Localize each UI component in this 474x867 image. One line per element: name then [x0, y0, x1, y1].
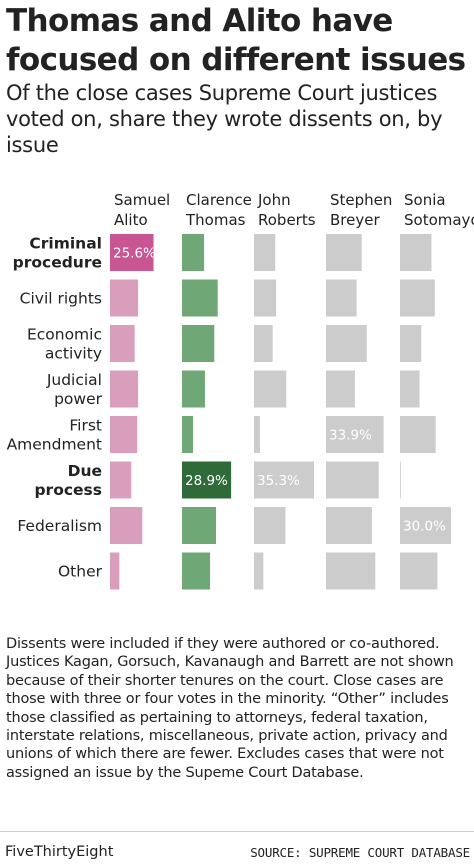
justice-name-label: Breyer — [330, 211, 380, 229]
brand-logo-text: FiveThirtyEight — [5, 844, 114, 860]
issue-label: Federalism — [17, 517, 102, 535]
justice-name-label: John — [257, 191, 291, 209]
issue-label: Judicial — [46, 371, 102, 389]
bar-sonia-sotomayor — [400, 461, 401, 499]
issue-label: Other — [58, 563, 103, 581]
bar-john-roberts — [254, 234, 276, 271]
issue-label: Civil rights — [20, 290, 102, 308]
bar-stephen-breyer — [326, 234, 362, 271]
bar-stephen-breyer — [326, 325, 367, 362]
bar-sonia-sotomayor — [400, 552, 438, 590]
bar-clarence-thomas — [182, 370, 205, 408]
issue-label: activity — [45, 345, 102, 363]
issue-label: Amendment — [7, 436, 102, 454]
issue-label: Criminal — [29, 235, 102, 253]
bar-clarence-thomas — [182, 325, 215, 362]
bar-samuel-alito — [110, 552, 120, 590]
bar-clarence-thomas — [182, 416, 194, 453]
bar-samuel-alito — [110, 370, 139, 408]
bar-clarence-thomas — [182, 279, 218, 317]
bar-sonia-sotomayor — [400, 234, 432, 271]
justice-name-label: Thomas — [185, 211, 246, 229]
bar-samuel-alito — [110, 279, 139, 317]
bar-john-roberts — [254, 416, 260, 453]
bar-stephen-breyer — [326, 507, 372, 544]
bar-samuel-alito — [110, 507, 143, 544]
chart-subtitle: Of the close cases Supreme Court justice… — [6, 81, 443, 157]
issue-label: process — [34, 481, 102, 499]
bar-john-roberts — [254, 507, 286, 544]
bar-value-label: 33.9% — [329, 428, 372, 444]
bar-clarence-thomas — [182, 507, 216, 544]
bar-sonia-sotomayor — [400, 370, 420, 408]
bar-stephen-breyer — [326, 416, 384, 453]
justice-name-label: Roberts — [258, 211, 316, 229]
bar-stephen-breyer — [326, 279, 357, 317]
bar-stephen-breyer — [326, 461, 379, 499]
issue-label: power — [54, 390, 103, 408]
justice-name-label: Stephen — [330, 191, 392, 209]
chart-footnote: Dissents were included if they were auth… — [6, 636, 454, 781]
issue-label: First — [69, 417, 102, 435]
bar-john-roberts — [254, 279, 277, 317]
chart-title: Thomas and Alito have focused on differe… — [6, 3, 466, 78]
bar-samuel-alito — [110, 325, 135, 362]
bar-clarence-thomas — [182, 461, 232, 499]
bar-john-roberts — [254, 461, 315, 499]
bar-value-label: 25.6% — [113, 246, 156, 262]
bar-sonia-sotomayor — [400, 279, 435, 317]
bar-samuel-alito — [110, 234, 154, 271]
bar-john-roberts — [254, 370, 287, 408]
justice-name-label: Samuel — [114, 191, 170, 209]
justice-name-label: Alito — [114, 211, 148, 229]
bar-sonia-sotomayor — [400, 416, 436, 453]
justice-name-label: Sonia — [404, 191, 446, 209]
bar-clarence-thomas — [182, 234, 205, 271]
bar-value-label: 35.3% — [257, 473, 300, 489]
source-note: SOURCE: SUPREME COURT DATABASE — [250, 845, 470, 860]
footer-divider — [0, 831, 474, 832]
small-multiples-bar-chart: Samuel Alito Clarence Thomas John Roberts Step… — [7, 191, 474, 590]
bar-samuel-alito — [110, 461, 132, 499]
bar-stephen-breyer — [326, 370, 355, 408]
bar-value-label: 28.9% — [185, 473, 228, 489]
issue-label: procedure — [13, 254, 102, 272]
bar-samuel-alito — [110, 416, 138, 453]
bar-sonia-sotomayor — [400, 325, 422, 362]
bar-value-label: 30.0% — [403, 519, 446, 535]
bar-john-roberts — [254, 552, 264, 590]
bar-clarence-thomas — [182, 552, 211, 590]
bar-john-roberts — [254, 325, 273, 362]
issue-label: Due — [68, 462, 102, 480]
justice-name-label: Sotomayor — [404, 211, 474, 229]
justice-name-label: Clarence — [186, 191, 252, 209]
bar-stephen-breyer — [326, 552, 376, 590]
bar-sonia-sotomayor — [400, 507, 451, 544]
issue-label: Economic — [27, 326, 102, 344]
